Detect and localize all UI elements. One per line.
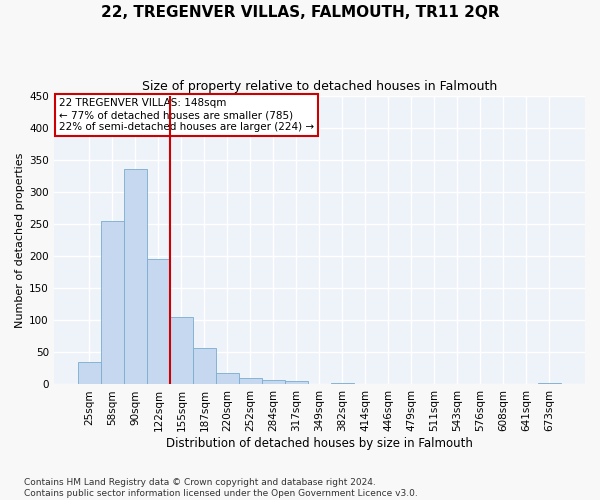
Bar [193, 348, 216, 385]
Bar [170, 317, 193, 384]
Bar [216, 373, 239, 384]
Bar [262, 380, 285, 384]
Bar [538, 382, 561, 384]
Text: 22, TREGENVER VILLAS, FALMOUTH, TR11 2QR: 22, TREGENVER VILLAS, FALMOUTH, TR11 2QR [101, 5, 499, 20]
Title: Size of property relative to detached houses in Falmouth: Size of property relative to detached ho… [142, 80, 497, 93]
Y-axis label: Number of detached properties: Number of detached properties [15, 152, 25, 328]
Bar [78, 362, 101, 384]
Text: 22 TREGENVER VILLAS: 148sqm
← 77% of detached houses are smaller (785)
22% of se: 22 TREGENVER VILLAS: 148sqm ← 77% of det… [59, 98, 314, 132]
Bar [101, 220, 124, 384]
Bar [331, 382, 354, 384]
Text: Contains HM Land Registry data © Crown copyright and database right 2024.
Contai: Contains HM Land Registry data © Crown c… [24, 478, 418, 498]
Bar [285, 381, 308, 384]
Bar [124, 170, 147, 384]
Bar [147, 260, 170, 384]
X-axis label: Distribution of detached houses by size in Falmouth: Distribution of detached houses by size … [166, 437, 473, 450]
Bar [239, 378, 262, 384]
